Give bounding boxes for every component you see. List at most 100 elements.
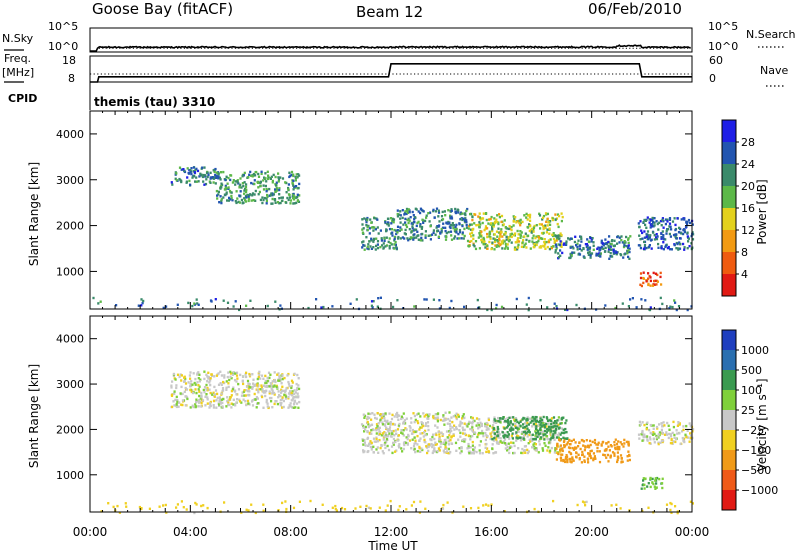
heatmap-cell — [534, 427, 538, 430]
heatmap-cell — [486, 447, 489, 450]
heatmap-cell — [540, 437, 543, 440]
heatmap-cell — [608, 246, 611, 250]
heatmap-cell — [564, 457, 567, 460]
heatmap-cell — [226, 199, 229, 202]
heatmap-cell — [437, 430, 440, 433]
heatmap-cell — [97, 302, 100, 305]
heatmap-cell — [642, 247, 645, 250]
heatmap-cell — [438, 436, 441, 439]
heatmap-cell — [331, 305, 334, 308]
heatmap-cell — [278, 376, 281, 380]
heatmap-cell — [205, 383, 208, 387]
heatmap-cell — [198, 373, 201, 376]
heatmap-cell — [290, 170, 294, 174]
heatmap-cell — [164, 503, 167, 507]
heatmap-cell — [577, 239, 580, 242]
heatmap-cell — [665, 232, 668, 235]
heatmap-cell — [660, 237, 663, 240]
heatmap-cell — [366, 245, 369, 249]
heatmap-cell — [685, 220, 688, 223]
heatmap-cell — [395, 449, 398, 452]
heatmap-cell — [515, 418, 518, 422]
heatmap-cell — [297, 377, 300, 380]
heatmap-cell — [448, 434, 451, 437]
heatmap-cell — [189, 183, 192, 186]
heatmap-cell — [544, 433, 547, 436]
heatmap-cell — [202, 504, 205, 507]
heatmap-cell — [426, 421, 430, 424]
heatmap-cell — [557, 436, 560, 439]
heatmap-cell — [386, 504, 389, 507]
heatmap-cell — [466, 425, 469, 428]
heatmap-cell — [644, 299, 647, 302]
heatmap-cell — [551, 218, 554, 222]
date-title: 06/Feb/2010 — [588, 0, 682, 18]
heatmap-cell — [471, 440, 474, 444]
heatmap-cell — [235, 393, 238, 396]
heatmap-cell — [418, 428, 421, 431]
heatmap-cell — [587, 253, 590, 256]
heatmap-cell — [388, 412, 391, 415]
heatmap-cell — [215, 399, 218, 402]
heatmap-cell — [566, 455, 569, 458]
heatmap-cell — [396, 209, 399, 212]
heatmap-cell — [444, 446, 447, 449]
heatmap-cell — [517, 435, 520, 438]
heatmap-cell — [496, 244, 499, 247]
heatmap-cell — [423, 438, 426, 442]
heatmap-cell — [215, 374, 218, 377]
heatmap-cell — [526, 416, 529, 419]
heatmap-cell — [203, 370, 206, 373]
heatmap-cell — [405, 212, 408, 216]
heatmap-cell — [438, 220, 441, 223]
heatmap-cell — [576, 503, 579, 507]
heatmap-cell — [219, 402, 222, 405]
heatmap-cell — [597, 441, 600, 444]
freq-label-2: [MHz] — [2, 66, 34, 79]
heatmap-cell — [494, 244, 497, 247]
heatmap-cell — [646, 435, 649, 438]
heatmap-cell — [484, 422, 487, 426]
heatmap-cell — [412, 412, 415, 415]
heatmap-cell — [572, 459, 575, 462]
heatmap-cell — [667, 245, 670, 249]
heatmap-cell — [254, 398, 257, 401]
heatmap-cell — [381, 432, 384, 435]
heatmap-cell — [280, 402, 283, 405]
heatmap-cell — [660, 283, 663, 286]
heatmap-cell — [570, 254, 573, 257]
heatmap-cell — [463, 416, 466, 419]
heatmap-cell — [274, 175, 277, 179]
heatmap-cell — [519, 236, 522, 239]
heatmap-cell — [437, 235, 440, 238]
heatmap-cell — [676, 424, 679, 427]
heatmap-cell — [269, 177, 272, 180]
heatmap-cell — [281, 501, 284, 505]
heatmap-cell — [246, 193, 249, 197]
heatmap-cell — [459, 423, 462, 426]
heatmap-cell — [414, 439, 417, 442]
heatmap-cell — [679, 237, 682, 240]
heatmap-cell — [220, 186, 223, 189]
heatmap-cell — [258, 190, 261, 194]
heatmap-cell — [601, 242, 604, 245]
heatmap-cell — [288, 384, 291, 388]
heatmap-cell — [449, 439, 452, 442]
heatmap-cell — [543, 438, 546, 441]
freq-panel — [89, 55, 693, 83]
heatmap-cell — [678, 226, 681, 230]
heatmap-cell — [257, 181, 260, 184]
heatmap-cell — [687, 237, 690, 240]
heatmap-cell — [208, 381, 211, 384]
heatmap-cell — [510, 416, 513, 419]
heatmap-cell — [542, 224, 545, 228]
heatmap-cell — [689, 432, 692, 435]
heatmap-cell — [607, 440, 610, 444]
heatmap-cell — [293, 198, 296, 201]
heatmap-cell — [593, 441, 597, 445]
heatmap-cell — [378, 426, 381, 430]
heatmap-cell — [371, 412, 374, 415]
heatmap-cell — [285, 507, 288, 511]
heatmap-cell — [682, 428, 685, 432]
heatmap-cell — [444, 214, 447, 217]
